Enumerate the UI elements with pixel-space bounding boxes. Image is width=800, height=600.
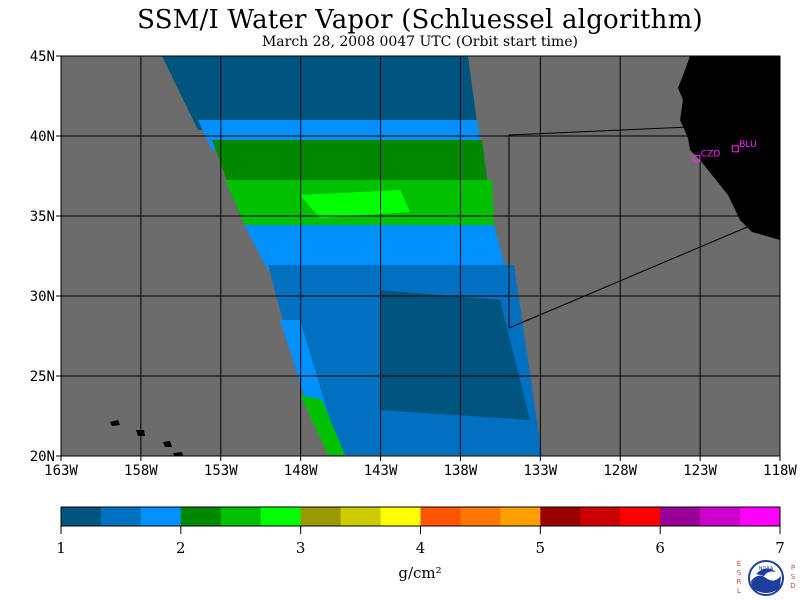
x-tick-label: 153W <box>204 463 238 479</box>
noaa-emblem-bird-icon <box>756 568 776 576</box>
land-north-america <box>678 56 780 240</box>
island-maui <box>163 441 172 447</box>
y-tick-label: 40N <box>30 129 55 145</box>
colorbar-segment <box>340 507 382 526</box>
colorbar-segment <box>220 507 262 526</box>
colorbar-segment <box>700 507 741 526</box>
noaa-esrl-psd-logo: E S R L NOAA P S D <box>737 560 796 596</box>
colorbar-segment <box>140 507 182 526</box>
colorbar-segment <box>540 507 581 526</box>
y-tick-label: 45N <box>30 49 55 65</box>
y-tick-label: 20N <box>30 449 55 465</box>
chart-title: SSM/I Water Vapor (Schluessel algorithm) <box>137 5 703 35</box>
station-marker <box>731 145 739 153</box>
colorbar-segment <box>420 507 461 526</box>
x-tick-label: 123W <box>683 463 717 479</box>
x-tick-label: 158W <box>124 463 158 479</box>
colorbar-segment <box>460 507 501 526</box>
swath-band-blue-west-edge <box>280 320 330 420</box>
colorbar-segment <box>61 507 102 526</box>
island-kauai <box>110 420 120 426</box>
colorbar-ticks: 1 2 3 4 5 6 7 <box>56 526 785 557</box>
noaa-emblem-text: NOAA <box>759 566 774 572</box>
logo-right-letter: P <box>791 564 795 572</box>
overlay-line-south <box>508 224 753 329</box>
axis-ticks: 163W 158W 153W 148W 143W 138W 133W 128W 123W 118W… <box>30 49 798 479</box>
colorbar-tick-label: 6 <box>655 539 665 557</box>
colorbar-segment <box>740 507 781 526</box>
station-markers: CZD BLU <box>693 140 757 162</box>
swath-band-dark-blue-south <box>380 290 530 420</box>
x-tick-label: 133W <box>523 463 557 479</box>
x-tick-label: 118W <box>763 463 797 479</box>
swath-band-green-south <box>300 395 345 455</box>
swath <box>162 56 542 455</box>
logo-left-letter: R <box>737 578 742 586</box>
colorbar-tick-label: 5 <box>536 539 546 557</box>
colorbar-tick-label: 4 <box>416 539 426 557</box>
station-label: CZD <box>701 149 720 159</box>
colorbar-segment <box>660 507 701 526</box>
swath-band-bright-green <box>300 190 410 218</box>
logo-left-letter: E <box>737 560 741 568</box>
logo-right-letter: S <box>791 573 796 581</box>
logo-left-letter: S <box>737 569 742 577</box>
colorbar-segments <box>61 507 781 526</box>
logo-right-text: P S D <box>790 564 795 590</box>
noaa-emblem-wave-icon <box>751 575 781 593</box>
swath-band-dark-blue-north <box>162 56 478 130</box>
y-tick-label: 25N <box>30 369 55 385</box>
colorbar-segment <box>260 507 302 526</box>
x-tick-label: 163W <box>44 463 78 479</box>
island-big-island <box>173 452 184 456</box>
colorbar-segment <box>500 507 541 526</box>
colorbar-segment <box>620 507 661 526</box>
x-tick-label: 128W <box>603 463 637 479</box>
x-tick-label: 148W <box>284 463 318 479</box>
colorbar-tick-label: 7 <box>775 539 785 557</box>
x-tick-label: 143W <box>364 463 398 479</box>
colorbar-segment <box>380 507 421 526</box>
colorbar-tick-label: 2 <box>176 539 186 557</box>
map-frame <box>60 55 781 457</box>
station-label: BLU <box>739 140 756 150</box>
colorbar-unit-label: g/cm² <box>398 564 441 582</box>
colorbar-tick-label: 3 <box>296 539 306 557</box>
y-tick-label: 30N <box>30 289 55 305</box>
chart-subtitle: March 28, 2008 0047 UTC (Orbit start tim… <box>261 34 579 50</box>
logo-left-text: E S R L <box>737 560 742 595</box>
logo-right-letter: D <box>790 582 795 590</box>
colorbar-segment <box>580 507 621 526</box>
station-marker <box>693 154 701 162</box>
overlay-line-north <box>508 126 691 136</box>
x-tick-label: 138W <box>444 463 478 479</box>
grid-lines <box>61 56 780 456</box>
y-tick-label: 35N <box>30 209 55 225</box>
colorbar-segment <box>180 507 222 526</box>
logo-left-letter: L <box>737 587 741 595</box>
colorbar-segment <box>100 507 142 526</box>
colorbar-tick-label: 1 <box>56 539 66 557</box>
colorbar-segment <box>300 507 342 526</box>
